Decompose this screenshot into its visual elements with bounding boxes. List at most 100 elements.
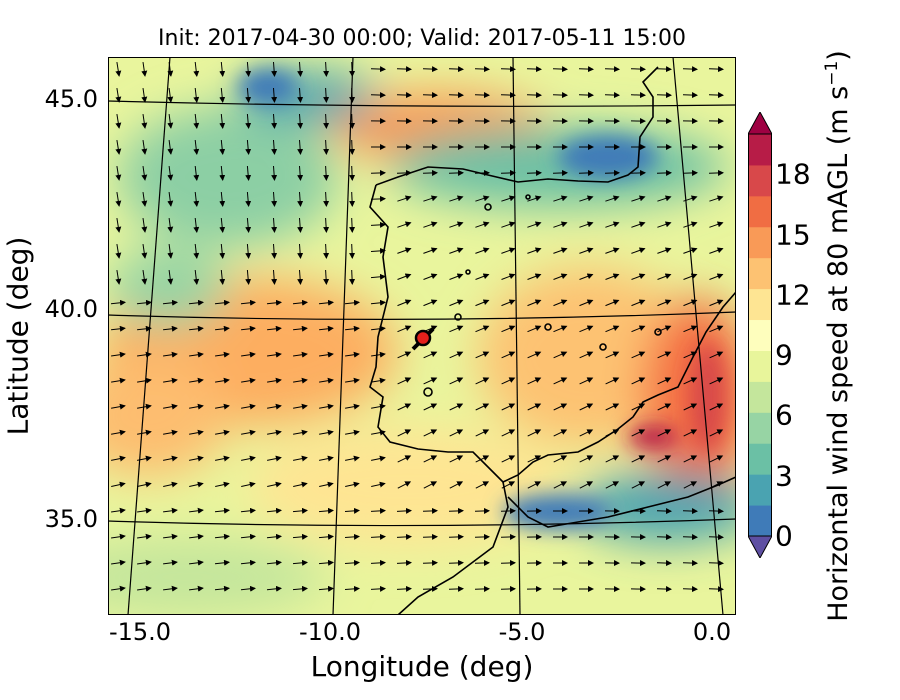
wind-arrow bbox=[266, 299, 282, 306]
wind-arrow bbox=[214, 507, 230, 514]
wind-arrow bbox=[345, 351, 360, 358]
wind-arrow bbox=[318, 299, 334, 306]
wind-arrow bbox=[709, 429, 724, 437]
wind-arrow bbox=[579, 299, 594, 307]
wind-arrow bbox=[163, 585, 178, 592]
wind-arrow bbox=[553, 247, 568, 254]
wind-arrow bbox=[111, 507, 126, 514]
wind-arrow bbox=[189, 455, 204, 462]
wind-arrow bbox=[397, 273, 412, 280]
wind-arrow bbox=[111, 351, 126, 358]
wind-arrow bbox=[167, 62, 174, 77]
wind-arrow bbox=[297, 269, 304, 285]
wind-arrow bbox=[219, 269, 226, 285]
wind-arrow bbox=[397, 247, 412, 254]
wind-arrow bbox=[657, 299, 672, 307]
wind-arrow bbox=[475, 273, 490, 280]
wind-arrow bbox=[271, 243, 278, 259]
wind-arrow bbox=[682, 66, 698, 73]
wind-arrow bbox=[245, 165, 252, 181]
wind-arrow bbox=[475, 299, 490, 307]
wind-arrow bbox=[370, 221, 386, 228]
wind-arrow bbox=[683, 299, 698, 307]
wind-arrow bbox=[266, 585, 282, 592]
wind-arrow bbox=[631, 351, 646, 359]
wind-arrow bbox=[605, 403, 620, 411]
wind-arrow bbox=[163, 351, 178, 358]
wind-arrow bbox=[240, 585, 256, 592]
colorbar bbox=[748, 112, 772, 558]
x-tick-minus15: -15.0 bbox=[108, 618, 172, 646]
wind-arrow bbox=[319, 455, 334, 462]
wind-arrow bbox=[163, 429, 178, 436]
wind-arrow bbox=[657, 455, 672, 463]
wind-arrow bbox=[292, 533, 308, 540]
wind-arrow bbox=[605, 247, 620, 254]
wind-arrow bbox=[111, 377, 126, 384]
wind-arrow bbox=[683, 377, 698, 385]
wind-arrow bbox=[371, 351, 386, 358]
wind-arrow bbox=[345, 403, 360, 410]
wind-arrow bbox=[397, 351, 412, 359]
wind-arrow bbox=[501, 273, 516, 280]
wind-arrow bbox=[297, 113, 304, 129]
wind-arrow bbox=[214, 585, 230, 592]
wind-arrow bbox=[527, 273, 542, 280]
y-tick-35: 35.0 bbox=[44, 505, 98, 533]
wind-arrow bbox=[422, 585, 438, 592]
wind-arrow bbox=[371, 403, 386, 410]
wind-arrow bbox=[708, 586, 724, 593]
wind-arrow bbox=[297, 87, 304, 103]
colorbar-label-exponent: −1 bbox=[822, 60, 842, 86]
wind-arrow bbox=[189, 481, 204, 488]
wind-arrow bbox=[163, 507, 178, 514]
wind-arrow bbox=[345, 455, 360, 462]
wind-arrow bbox=[219, 139, 226, 155]
wind-arrow bbox=[605, 325, 620, 333]
wind-arrow bbox=[449, 351, 464, 359]
wind-arrow bbox=[241, 429, 256, 436]
wind-arrow bbox=[527, 299, 542, 307]
wind-arrow bbox=[219, 217, 226, 233]
wind-arrow bbox=[475, 247, 490, 254]
wind-arrow bbox=[397, 299, 412, 307]
wind-arrow bbox=[344, 533, 360, 540]
wind-arrow bbox=[141, 270, 148, 285]
wind-arrow bbox=[397, 429, 412, 437]
wind-arrow bbox=[189, 351, 204, 358]
wind-arrow bbox=[527, 247, 542, 254]
wind-arrow bbox=[397, 403, 412, 411]
wind-arrow bbox=[297, 139, 304, 155]
wind-arrow bbox=[215, 325, 230, 332]
wind-arrow bbox=[241, 481, 256, 488]
wind-arrow bbox=[683, 351, 698, 359]
wind-arrow bbox=[349, 61, 356, 77]
wind-arrow bbox=[605, 273, 620, 280]
wind-arrow bbox=[709, 325, 724, 333]
wind-arrow bbox=[631, 377, 646, 385]
wind-arrow bbox=[579, 247, 594, 254]
wind-arrow bbox=[709, 273, 724, 280]
wind-arrow bbox=[552, 66, 568, 73]
wind-arrow bbox=[349, 217, 356, 233]
wind-arrow bbox=[553, 403, 568, 411]
wind-arrow bbox=[604, 66, 620, 73]
wind-arrow bbox=[657, 247, 672, 254]
wind-arrow bbox=[297, 243, 304, 259]
wind-arrow bbox=[579, 455, 594, 463]
map-frame bbox=[108, 57, 736, 615]
wind-arrow bbox=[605, 351, 620, 359]
wind-arrow bbox=[240, 299, 256, 306]
wind-arrow bbox=[370, 533, 386, 540]
wind-arrow bbox=[189, 507, 204, 514]
wind-arrow bbox=[137, 585, 152, 592]
y-tick-40: 40.0 bbox=[44, 295, 98, 323]
wind-arrow bbox=[683, 429, 698, 437]
wind-arrow bbox=[683, 325, 698, 333]
wind-arrow bbox=[245, 87, 252, 103]
wind-arrow bbox=[111, 325, 126, 332]
wind-arrow bbox=[111, 585, 126, 592]
wind-arrow bbox=[709, 403, 724, 411]
wind-arrow bbox=[323, 217, 330, 233]
wind-arrow bbox=[241, 351, 256, 358]
